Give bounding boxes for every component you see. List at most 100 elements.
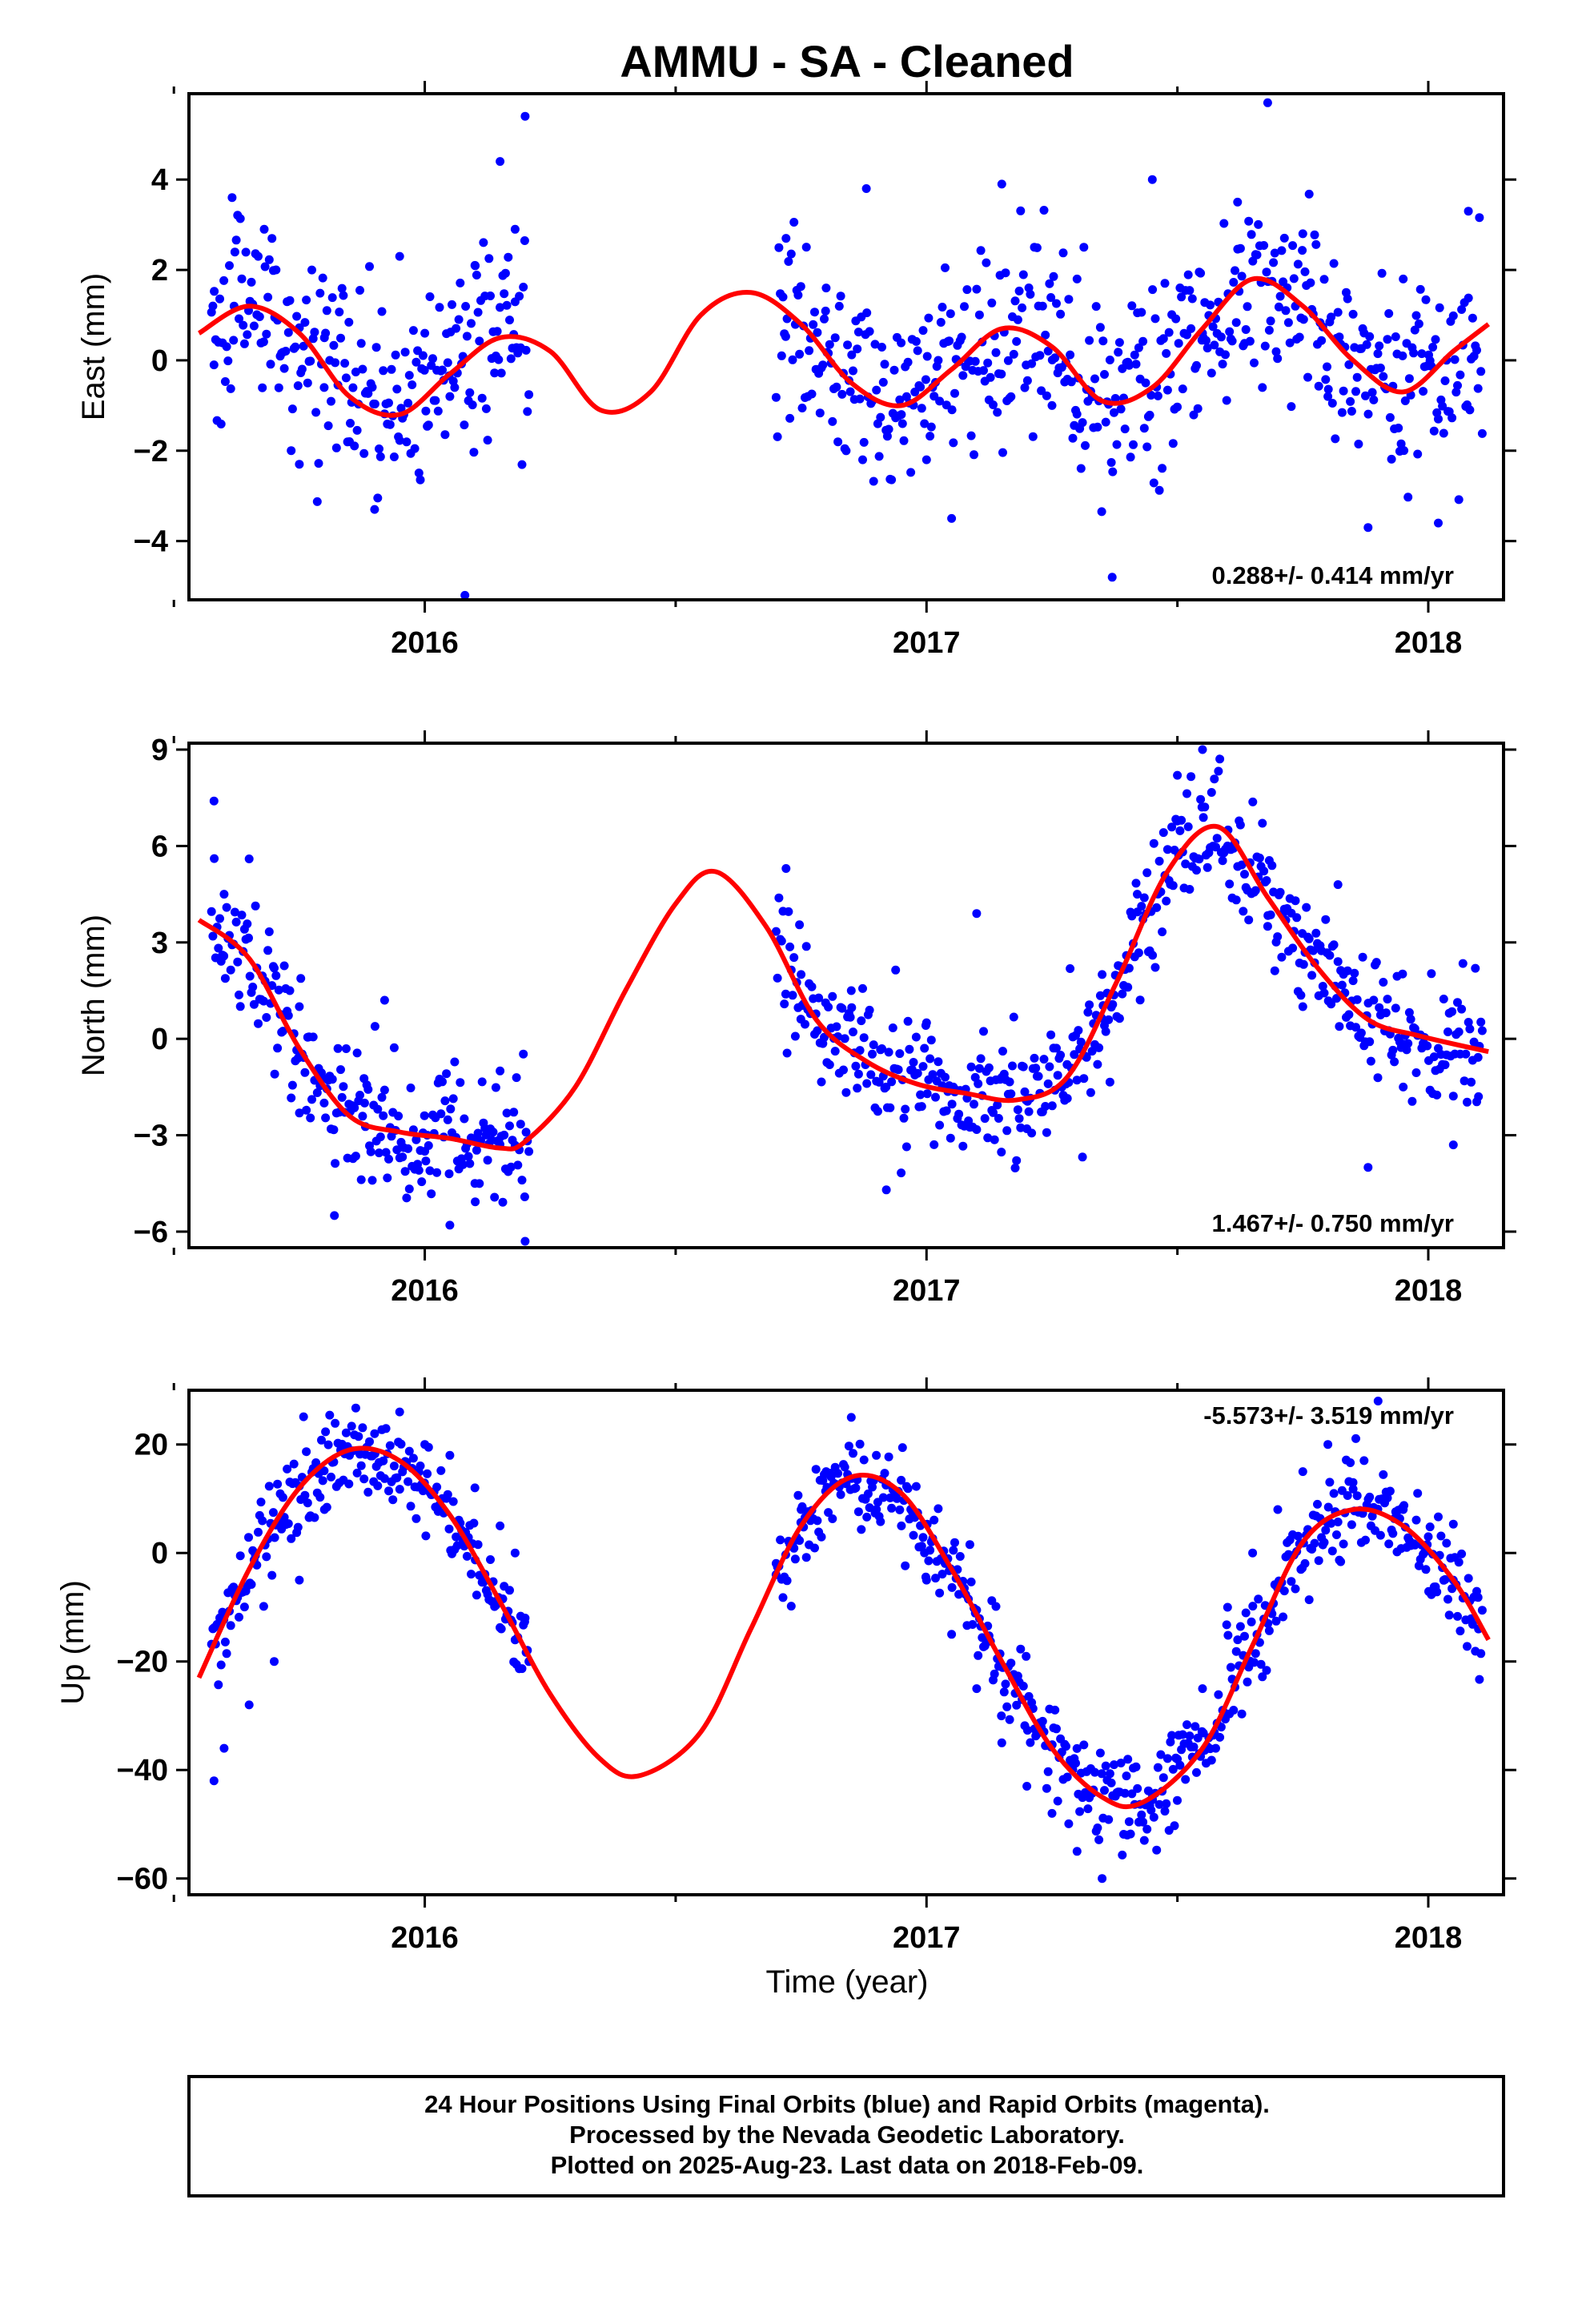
east-point: [1361, 391, 1370, 400]
east-point: [227, 193, 237, 203]
up-point: [1339, 1539, 1348, 1549]
north-point: [438, 1077, 447, 1087]
east-point: [395, 436, 404, 445]
north-point: [1135, 995, 1145, 1005]
north-point: [1403, 1039, 1413, 1048]
up-point: [345, 1450, 354, 1460]
north-point: [421, 1156, 431, 1166]
up-point: [828, 1514, 837, 1523]
north-point: [935, 1120, 945, 1130]
east-point: [431, 396, 440, 405]
east-point: [410, 444, 420, 453]
north-point: [363, 1084, 373, 1094]
east-point: [1385, 412, 1395, 422]
north-point: [1325, 951, 1335, 960]
north-point: [997, 1072, 1006, 1082]
north-point: [1154, 856, 1164, 866]
up-point: [278, 1493, 287, 1502]
east-point: [1323, 362, 1331, 372]
east-point: [225, 261, 234, 271]
east-point: [524, 390, 534, 400]
north-point: [1448, 1092, 1458, 1101]
up-point: [1235, 1622, 1245, 1631]
north-point: [1167, 822, 1177, 832]
east-point: [302, 296, 311, 305]
up-point: [1413, 1489, 1423, 1498]
east-point: [249, 321, 259, 331]
north-point: [1039, 1055, 1049, 1064]
north-point: [427, 1189, 436, 1199]
north-point: [1423, 1041, 1432, 1051]
up-point: [1137, 1810, 1146, 1819]
east-point: [483, 436, 492, 445]
east-point: [356, 339, 366, 348]
east-point: [1028, 432, 1038, 441]
north-point: [873, 1107, 882, 1116]
east-point: [1049, 271, 1058, 281]
east-point: [820, 314, 829, 324]
north-point: [448, 1094, 458, 1104]
north-point: [1085, 1000, 1094, 1010]
east-point: [847, 350, 857, 360]
east-point: [1078, 418, 1087, 428]
east-point: [346, 419, 355, 428]
east-point: [319, 383, 329, 392]
east-point: [1227, 336, 1237, 346]
east-point: [1311, 239, 1321, 249]
east-point: [1171, 314, 1181, 324]
north-point: [1267, 861, 1277, 870]
north-point: [1299, 959, 1308, 969]
east-point: [781, 332, 790, 341]
east-point: [363, 388, 373, 398]
up-point: [311, 1458, 321, 1467]
east-point: [1323, 392, 1333, 401]
up-point: [778, 1593, 788, 1602]
north-point: [1477, 1026, 1487, 1035]
east-point: [1456, 370, 1465, 380]
east-point: [490, 368, 500, 378]
up-point: [1443, 1594, 1452, 1604]
east-x-tick-label: 2017: [893, 626, 961, 660]
up-point: [817, 1532, 826, 1542]
up-point: [1075, 1807, 1085, 1816]
east-point: [1218, 360, 1227, 369]
east-point: [986, 372, 995, 382]
north-point: [1235, 820, 1245, 830]
north-point: [1240, 870, 1249, 879]
east-point: [239, 339, 249, 348]
north-point: [226, 965, 235, 975]
east-point: [210, 287, 219, 296]
east-point: [1097, 507, 1106, 517]
north-point: [1168, 881, 1178, 891]
up-point: [1098, 1874, 1107, 1884]
east-point: [377, 307, 387, 316]
up-point: [1473, 1593, 1483, 1602]
east-point: [1327, 312, 1336, 322]
up-point: [997, 1738, 1006, 1747]
north-point: [777, 936, 786, 946]
east-point: [443, 358, 452, 368]
east-point: [1032, 243, 1042, 252]
up-point: [950, 1538, 959, 1547]
east-point: [1110, 408, 1118, 417]
north-point: [1381, 1008, 1391, 1018]
up-point: [1347, 1520, 1356, 1530]
east-point: [774, 243, 784, 252]
north-point: [375, 1148, 383, 1158]
north-point: [930, 1140, 939, 1149]
east-point: [1090, 374, 1099, 384]
east-point: [402, 437, 412, 447]
up-point: [1053, 1796, 1062, 1806]
east-point: [825, 340, 834, 349]
up-point: [452, 1532, 461, 1542]
north-point: [233, 957, 243, 967]
up-point: [1198, 1684, 1207, 1694]
north-point: [891, 965, 901, 975]
north-point: [1448, 1140, 1458, 1150]
east-point: [845, 387, 855, 396]
north-point: [1083, 1007, 1093, 1017]
east-point: [373, 493, 383, 503]
north-point: [351, 1152, 360, 1161]
north-point: [1329, 940, 1339, 950]
north-point: [998, 1047, 1007, 1056]
